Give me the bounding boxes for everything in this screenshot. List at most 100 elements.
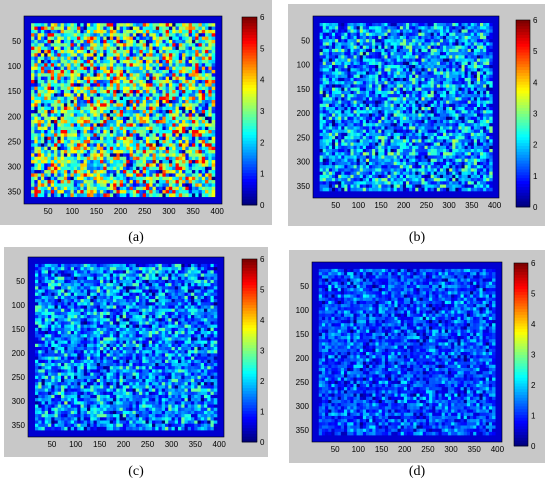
heatmap-cell xyxy=(467,100,472,105)
heatmap-cell xyxy=(188,106,193,111)
heatmap-cell xyxy=(54,143,58,148)
heatmap-cell xyxy=(152,153,157,158)
heatmap-cell xyxy=(449,94,453,98)
heatmap-cell xyxy=(433,77,438,82)
heatmap-cell xyxy=(90,116,94,121)
heatmap-cell xyxy=(384,26,388,30)
heatmap-cell xyxy=(106,103,111,107)
heatmap-cell xyxy=(162,99,166,104)
heatmap-cell xyxy=(208,83,212,87)
heatmap-cell xyxy=(90,173,94,178)
heatmap-cell xyxy=(40,113,45,117)
heatmap-cell xyxy=(393,29,398,33)
heatmap-cell xyxy=(63,33,68,37)
heatmap-cell xyxy=(338,39,342,43)
heatmap-cell xyxy=(347,23,351,27)
heatmap-cell xyxy=(109,103,114,107)
heatmap-cell xyxy=(159,36,163,41)
heatmap-cell xyxy=(393,61,398,66)
heatmap-cell xyxy=(384,52,388,56)
heatmap-cell xyxy=(211,183,216,188)
heatmap-cell xyxy=(458,58,462,63)
heatmap-cell xyxy=(37,43,42,47)
heatmap-cell xyxy=(44,140,48,144)
heatmap-cell xyxy=(54,186,58,191)
heatmap-cell xyxy=(350,100,354,105)
heatmap-cell xyxy=(40,116,45,121)
heatmap-cell xyxy=(60,133,65,137)
heatmap-cell xyxy=(409,32,413,37)
heatmap-cell xyxy=(461,71,465,75)
heatmap-cell xyxy=(60,106,65,111)
heatmap-cell xyxy=(123,66,127,71)
heatmap-cell xyxy=(455,94,459,98)
heatmap-cell xyxy=(208,23,212,27)
heatmap-cell xyxy=(424,45,428,50)
heatmap-cell xyxy=(211,126,216,131)
heatmap-cell xyxy=(191,116,196,121)
heatmap-cell xyxy=(449,129,453,134)
heatmap-cell xyxy=(201,153,206,158)
heatmap-cell xyxy=(109,83,114,87)
heatmap-cell xyxy=(113,26,117,31)
heatmap-cell xyxy=(34,113,38,117)
heatmap-cell xyxy=(109,163,114,168)
heatmap-cell xyxy=(467,84,472,88)
heatmap-cell xyxy=(70,180,75,184)
heatmap-cell xyxy=(211,49,216,54)
heatmap-plot xyxy=(23,15,223,205)
heatmap-cell xyxy=(418,103,422,108)
heatmap-cell xyxy=(359,71,364,75)
heatmap-cell xyxy=(201,36,206,41)
heatmap-cell xyxy=(31,66,35,71)
heatmap-cell xyxy=(359,119,364,124)
heatmap-cell xyxy=(328,68,333,72)
heatmap-cell xyxy=(399,23,404,27)
heatmap-cell xyxy=(365,103,370,108)
heatmap-cell xyxy=(182,66,186,71)
heatmap-cell xyxy=(356,74,361,79)
heatmap-cell xyxy=(83,79,88,84)
heatmap-cell xyxy=(119,183,124,188)
heatmap-cell xyxy=(142,163,147,168)
heatmap-cell xyxy=(344,126,348,130)
heatmap-cell xyxy=(44,69,48,74)
heatmap-cell xyxy=(168,110,173,114)
heatmap-cell xyxy=(201,143,206,148)
heatmap-cell xyxy=(455,90,459,95)
heatmap-cell xyxy=(188,89,193,94)
heatmap-cell xyxy=(211,43,216,47)
heatmap-cell xyxy=(54,130,58,134)
heatmap-cell xyxy=(80,96,84,101)
heatmap-cell xyxy=(83,123,88,127)
heatmap-cell xyxy=(338,61,342,66)
heatmap-cell xyxy=(155,183,160,188)
heatmap-cell xyxy=(427,71,431,75)
heatmap-cell xyxy=(338,132,342,137)
heatmap-cell xyxy=(83,140,88,144)
heatmap-cell xyxy=(396,42,401,46)
heatmap-cell xyxy=(412,52,416,56)
heatmap-cell xyxy=(399,29,404,33)
heatmap-cell xyxy=(421,113,425,117)
heatmap-cell xyxy=(446,132,450,137)
heatmap-cell xyxy=(353,100,357,105)
heatmap-cell xyxy=(54,83,58,87)
heatmap-cell xyxy=(145,36,150,41)
heatmap-cell xyxy=(365,107,370,111)
heatmap-cell xyxy=(159,140,163,144)
heatmap-cell xyxy=(368,94,373,98)
heatmap-cell xyxy=(44,193,48,198)
heatmap-cell xyxy=(47,133,52,137)
heatmap-cell xyxy=(37,79,42,84)
heatmap-cell xyxy=(415,123,419,127)
heatmap-cell xyxy=(368,39,373,43)
heatmap-cell xyxy=(103,126,107,131)
heatmap-cell xyxy=(185,43,189,47)
heatmap-cell xyxy=(424,65,428,69)
heatmap-cell xyxy=(109,39,114,44)
heatmap-cell xyxy=(461,94,465,98)
heatmap-cell xyxy=(116,163,121,168)
heatmap-cell xyxy=(341,32,345,37)
heatmap-cell xyxy=(37,39,42,44)
